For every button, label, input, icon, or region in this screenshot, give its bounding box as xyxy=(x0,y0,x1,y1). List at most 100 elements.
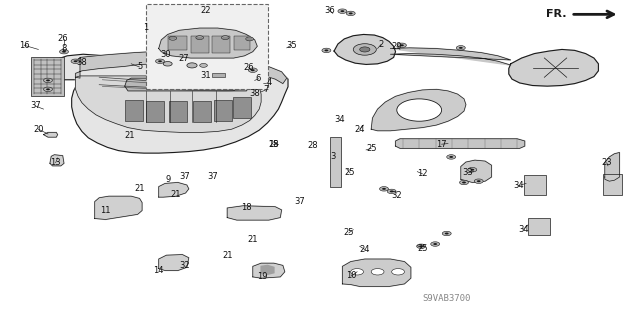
Text: 38: 38 xyxy=(77,58,87,67)
Text: 20: 20 xyxy=(33,125,44,134)
Text: 32: 32 xyxy=(179,261,189,270)
Circle shape xyxy=(387,189,396,194)
Circle shape xyxy=(445,233,449,234)
Text: 38: 38 xyxy=(250,89,260,98)
Polygon shape xyxy=(45,54,288,153)
Circle shape xyxy=(456,46,465,50)
Circle shape xyxy=(200,63,207,67)
Circle shape xyxy=(44,87,52,92)
Bar xyxy=(528,218,550,235)
Circle shape xyxy=(169,36,177,40)
Circle shape xyxy=(417,244,426,249)
Circle shape xyxy=(221,36,229,40)
Circle shape xyxy=(397,99,442,121)
Text: 25: 25 xyxy=(345,168,355,177)
Text: 37: 37 xyxy=(30,101,40,110)
Text: 7: 7 xyxy=(263,85,268,94)
Circle shape xyxy=(60,49,68,54)
Text: 31: 31 xyxy=(201,71,211,80)
Bar xyxy=(233,97,251,118)
Bar xyxy=(168,36,187,50)
Text: 3: 3 xyxy=(330,152,335,161)
Text: 25: 25 xyxy=(366,144,376,153)
Bar xyxy=(330,137,341,187)
Text: 32: 32 xyxy=(392,191,402,200)
Bar xyxy=(212,73,225,77)
Circle shape xyxy=(349,12,353,14)
Polygon shape xyxy=(509,49,598,86)
Circle shape xyxy=(340,10,344,12)
Text: 28: 28 xyxy=(307,141,317,150)
Polygon shape xyxy=(396,139,525,148)
Circle shape xyxy=(246,37,253,41)
Text: 28: 28 xyxy=(268,140,278,149)
Circle shape xyxy=(44,78,52,83)
Polygon shape xyxy=(159,28,257,58)
Circle shape xyxy=(382,188,386,190)
Circle shape xyxy=(371,269,384,275)
Circle shape xyxy=(468,167,477,172)
Circle shape xyxy=(187,63,197,68)
Text: 16: 16 xyxy=(19,41,29,50)
Text: 9: 9 xyxy=(165,175,170,184)
Text: 18: 18 xyxy=(241,204,252,212)
Circle shape xyxy=(74,60,77,62)
Bar xyxy=(146,101,164,122)
Circle shape xyxy=(397,43,406,48)
Bar xyxy=(193,101,211,122)
Polygon shape xyxy=(76,76,261,132)
Text: 25: 25 xyxy=(344,228,354,237)
Text: 34: 34 xyxy=(513,181,524,190)
Bar xyxy=(169,101,187,122)
Circle shape xyxy=(346,11,355,16)
Circle shape xyxy=(400,44,404,46)
Polygon shape xyxy=(44,132,58,137)
Text: 24: 24 xyxy=(360,245,370,254)
Text: 36: 36 xyxy=(324,6,335,15)
Text: 25: 25 xyxy=(417,244,428,253)
Text: 5: 5 xyxy=(137,63,142,71)
Text: 21: 21 xyxy=(134,184,145,193)
Polygon shape xyxy=(227,206,282,220)
Bar xyxy=(31,57,64,96)
Polygon shape xyxy=(159,255,189,271)
Text: 21: 21 xyxy=(248,235,258,244)
Circle shape xyxy=(158,60,162,62)
Text: S9VAB3700: S9VAB3700 xyxy=(422,294,471,303)
Text: 35: 35 xyxy=(286,41,296,50)
Text: 30: 30 xyxy=(160,50,170,59)
Text: 15: 15 xyxy=(268,140,278,149)
Circle shape xyxy=(71,59,80,63)
Circle shape xyxy=(433,243,437,245)
Circle shape xyxy=(322,48,331,53)
Circle shape xyxy=(442,231,451,236)
Circle shape xyxy=(46,88,50,90)
Circle shape xyxy=(248,68,257,72)
Bar xyxy=(212,36,230,53)
Circle shape xyxy=(462,182,466,183)
Circle shape xyxy=(477,180,481,182)
Text: 6: 6 xyxy=(256,74,261,83)
Polygon shape xyxy=(95,196,142,219)
Bar xyxy=(125,100,143,121)
Text: 37: 37 xyxy=(207,172,218,181)
Text: 17: 17 xyxy=(436,140,447,149)
Text: 8: 8 xyxy=(61,44,67,53)
Text: 2: 2 xyxy=(378,40,383,49)
Text: 29: 29 xyxy=(392,42,402,51)
Circle shape xyxy=(390,190,394,192)
Polygon shape xyxy=(50,155,64,166)
Polygon shape xyxy=(125,78,250,91)
Bar xyxy=(603,174,622,195)
Circle shape xyxy=(380,187,388,191)
Circle shape xyxy=(62,51,66,53)
Text: 24: 24 xyxy=(355,125,365,134)
Text: 26: 26 xyxy=(243,63,253,72)
Text: 14: 14 xyxy=(154,266,164,275)
Text: 4: 4 xyxy=(266,78,271,87)
Polygon shape xyxy=(461,160,492,182)
Polygon shape xyxy=(253,263,285,278)
Polygon shape xyxy=(334,34,396,64)
Circle shape xyxy=(392,269,404,275)
Text: 33: 33 xyxy=(462,168,472,177)
